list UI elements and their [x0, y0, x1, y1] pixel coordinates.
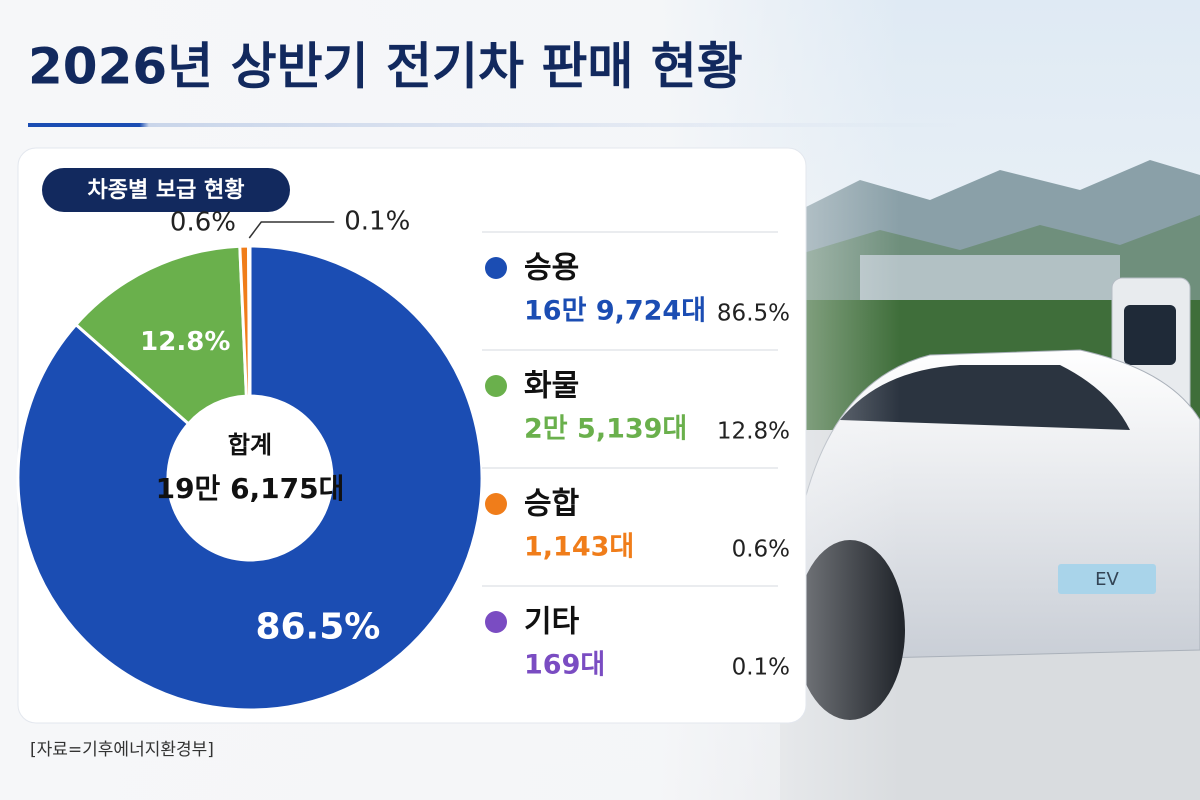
- legend-count: 16만 9,724대: [524, 296, 706, 327]
- title: 2026년 상반기 전기차 판매 현황: [28, 38, 743, 96]
- legend-swatch: [485, 375, 507, 397]
- slice: [73, 244, 248, 426]
- slice-label: 0.1%: [344, 207, 410, 237]
- legend-swatch: [485, 493, 507, 515]
- total-title: 합계: [228, 431, 272, 459]
- legend-swatch: [485, 257, 507, 279]
- legend: 승용 16만 9,724대 86.5% 화물 2만 5,139대 12.8% 승합 1,143…: [482, 231, 790, 681]
- slice: [16, 244, 484, 712]
- legend-percent: 0.6%: [732, 537, 790, 563]
- legend-count: 169대: [524, 650, 605, 681]
- legend-count: 2만 5,139대: [524, 414, 687, 445]
- slice: [247, 244, 252, 398]
- legend-name: 기타: [524, 605, 580, 640]
- slice-label: 12.8%: [140, 327, 230, 357]
- legend-count: 1,143대: [524, 532, 634, 563]
- legend-percent: 0.1%: [732, 655, 790, 681]
- subtitle-badge: [42, 168, 290, 212]
- donut: 86.5% 12.8% 0.6% 0.1% 합계 19만 6,175대: [16, 207, 484, 712]
- legend-percent: 12.8%: [717, 419, 790, 445]
- subtitle: 차종별 보급 현황: [88, 178, 245, 203]
- legend-percent: 86.5%: [717, 301, 790, 327]
- slice-label: 0.6%: [170, 208, 236, 238]
- total-value: 19만 6,175대: [156, 472, 345, 505]
- source: [자료=기후에너지환경부]: [30, 740, 214, 760]
- leader-line: [248, 221, 335, 239]
- legend-name: 승용: [524, 251, 579, 286]
- legend-swatch: [485, 611, 507, 633]
- legend-name: 승합: [524, 487, 580, 522]
- legend-name: 화물: [524, 369, 579, 404]
- title-rule: [28, 123, 958, 127]
- slice-label: 86.5%: [255, 606, 380, 647]
